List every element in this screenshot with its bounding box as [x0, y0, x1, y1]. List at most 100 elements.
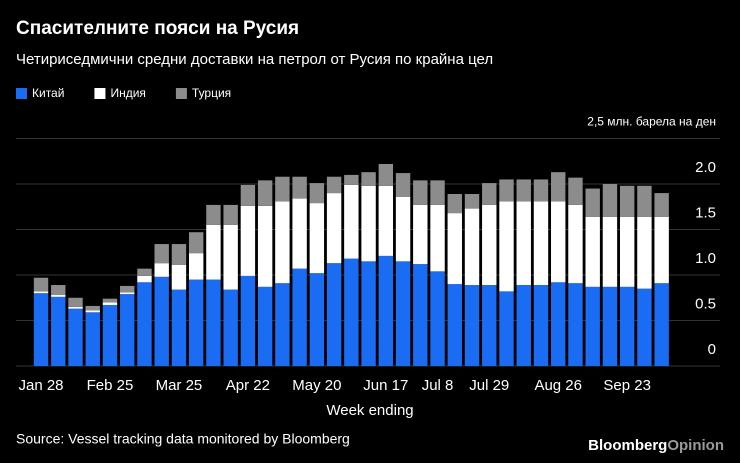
bar-segment	[240, 275, 256, 366]
bar-segment	[206, 279, 221, 366]
x-tick-label: Jul 29	[469, 377, 509, 394]
bar-segment	[395, 173, 411, 197]
bar-segment	[361, 185, 376, 262]
bar-segment	[51, 296, 66, 366]
bar-segment	[551, 282, 566, 366]
bar-segment	[568, 204, 583, 284]
bar-segment	[654, 193, 669, 217]
bar-segment	[551, 172, 566, 202]
bar-segment	[188, 253, 204, 280]
legend-label: Индия	[110, 86, 145, 100]
bar-segment	[326, 176, 342, 194]
x-tick-label: Jan 28	[18, 377, 63, 394]
bar-segment	[257, 180, 273, 206]
legend-label: Китай	[32, 86, 64, 100]
bar-segment	[516, 201, 531, 286]
bar-segment	[326, 263, 342, 366]
y-tick-label: 1.5	[695, 204, 716, 221]
bar-segment	[533, 179, 549, 202]
bar-segment	[447, 194, 462, 214]
bar-segment	[516, 179, 531, 202]
bar-segment	[309, 273, 325, 366]
bar-segment	[395, 261, 411, 366]
bar-segment	[430, 204, 445, 272]
bar-segment	[120, 285, 135, 293]
bar-segment	[585, 188, 600, 217]
bar-segment	[188, 232, 204, 254]
bar-segment	[223, 204, 238, 225]
bar-segment	[533, 285, 549, 366]
bar-segment	[378, 185, 394, 256]
bar-segment	[206, 204, 221, 225]
bar-segment	[378, 255, 394, 366]
bar-segment	[309, 183, 325, 204]
bar-segment	[482, 204, 497, 286]
legend-swatch	[94, 88, 106, 99]
bar-segment	[68, 306, 83, 309]
bar-segment	[102, 305, 118, 366]
bar-segment	[51, 295, 66, 297]
bar-segment	[568, 177, 583, 205]
bar-segment	[171, 264, 187, 290]
bar-segment	[240, 184, 256, 206]
bar-segment	[292, 268, 307, 366]
bar-segment	[637, 288, 652, 366]
chart-subtitle: Четириседмични средни доставки на петрол…	[16, 51, 493, 68]
bar-segment	[464, 194, 480, 209]
y-tick-label: 2,5 млн. барела на ден	[587, 115, 716, 129]
x-tick-label: May 20	[292, 377, 341, 394]
legend-label: Турция	[192, 86, 231, 100]
y-tick-label: 0.5	[695, 295, 716, 312]
bar-segment	[637, 185, 652, 217]
bar-segment	[292, 176, 307, 199]
bar-segment	[585, 286, 600, 366]
bar-segment	[188, 279, 204, 366]
bar-segment	[447, 213, 462, 285]
chart-title: Спасителните пояси на Русия	[16, 18, 299, 39]
bar-segment	[430, 271, 445, 366]
x-axis-label: Week ending	[326, 402, 413, 419]
x-tick-label: Jun 17	[363, 377, 408, 394]
bar-segment	[654, 216, 669, 284]
bar-segment	[619, 286, 635, 366]
bar-segment	[378, 163, 394, 186]
bar-segment	[102, 298, 118, 303]
bar-segment	[499, 179, 514, 202]
source: Source: Vessel tracking data monitored b…	[16, 431, 350, 447]
bar-segment	[120, 294, 135, 366]
bar-segment	[85, 310, 100, 313]
bar-segment	[413, 264, 428, 366]
legend-swatch	[175, 88, 187, 99]
bar-segment	[602, 216, 618, 287]
logo: BloombergOpinion	[588, 437, 724, 454]
bar-segment	[137, 268, 152, 276]
bar-segment	[102, 302, 118, 306]
bar-segment	[619, 216, 635, 287]
bar-segment	[499, 201, 514, 292]
bar-segment	[154, 263, 169, 277]
bar-segment	[482, 183, 497, 205]
logo-section: Opinion	[667, 437, 724, 454]
bar-segment	[309, 203, 325, 274]
bar-segment	[33, 293, 49, 366]
bar-segment	[344, 174, 359, 185]
bar-segment	[206, 224, 221, 280]
bar-segment	[137, 275, 152, 283]
bar-segment	[171, 289, 187, 366]
bar-segment	[344, 184, 359, 259]
bar-segment	[154, 244, 169, 264]
bar-segment	[326, 193, 342, 264]
x-tick-label: Mar 25	[156, 377, 203, 394]
bar-segment	[275, 176, 290, 202]
bar-segment	[551, 201, 566, 283]
bar-segment	[344, 258, 359, 366]
bar-segment	[619, 185, 635, 217]
y-tick-label: 1.0	[695, 250, 716, 267]
bar-segment	[275, 283, 290, 366]
bar-segment	[602, 286, 618, 366]
bar-segment	[499, 291, 514, 366]
bar-segment	[240, 205, 256, 276]
bar-segment	[120, 292, 135, 295]
x-tick-label: Feb 25	[87, 377, 134, 394]
